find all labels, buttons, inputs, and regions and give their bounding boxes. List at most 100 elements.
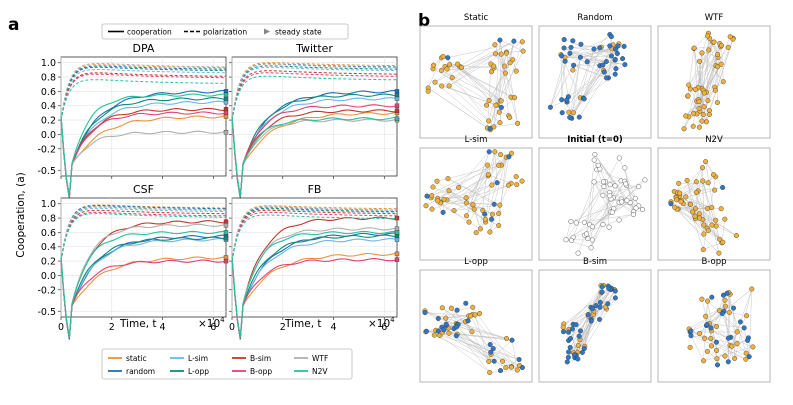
network-node bbox=[464, 195, 469, 200]
y-tick-label: 0.2 bbox=[41, 116, 56, 127]
steady-state-marker bbox=[395, 109, 399, 113]
network-node bbox=[447, 84, 452, 89]
y-tick-label: 0.6 bbox=[41, 87, 56, 98]
network-node bbox=[482, 212, 487, 217]
y-tick-label: 0.4 bbox=[41, 242, 56, 253]
network-node bbox=[598, 300, 603, 305]
network-node bbox=[719, 62, 724, 67]
network-node bbox=[490, 212, 495, 217]
network-node bbox=[561, 329, 566, 334]
network-node bbox=[586, 312, 591, 317]
network-node bbox=[697, 59, 702, 64]
network-node bbox=[514, 182, 519, 187]
network-node bbox=[515, 368, 520, 373]
network-node bbox=[493, 42, 498, 47]
network-node bbox=[707, 108, 712, 113]
network-node bbox=[613, 296, 618, 301]
network-node bbox=[717, 251, 722, 256]
x-tick-label: 4 bbox=[331, 322, 337, 333]
network-node bbox=[703, 159, 708, 164]
network-node bbox=[592, 47, 597, 52]
network-node bbox=[689, 329, 694, 334]
network-node bbox=[576, 343, 581, 348]
network-node bbox=[704, 120, 709, 125]
network-node bbox=[721, 293, 726, 298]
network-node bbox=[571, 39, 576, 44]
network-node bbox=[447, 188, 452, 193]
network-n2v: N2V bbox=[658, 135, 770, 260]
network-node bbox=[571, 63, 576, 68]
network-node bbox=[576, 251, 581, 256]
network-node bbox=[574, 322, 579, 327]
network-node bbox=[607, 286, 612, 291]
network-node bbox=[728, 34, 733, 39]
network-node bbox=[515, 121, 520, 126]
network-node bbox=[436, 329, 441, 334]
steady-state-marker bbox=[395, 258, 399, 262]
network-node bbox=[504, 51, 509, 56]
y-tick-label: 0.0 bbox=[41, 271, 56, 282]
network-node bbox=[445, 67, 450, 72]
network-node bbox=[705, 322, 710, 327]
network-node bbox=[496, 223, 501, 228]
network-node bbox=[596, 163, 601, 168]
network-node bbox=[454, 325, 459, 330]
network-node bbox=[493, 52, 498, 57]
x-exponent-left: ×104 bbox=[198, 316, 225, 330]
network-node bbox=[567, 110, 572, 115]
network-node bbox=[604, 59, 609, 64]
network-node bbox=[520, 365, 525, 370]
network-node bbox=[491, 64, 496, 69]
network-node bbox=[446, 55, 451, 60]
network-node bbox=[509, 365, 514, 370]
network-node bbox=[500, 359, 505, 364]
steady-state-marker bbox=[395, 230, 399, 234]
network-node bbox=[697, 106, 702, 111]
network-node bbox=[571, 68, 576, 73]
network-node bbox=[697, 125, 702, 130]
network-node bbox=[710, 295, 715, 300]
network-node bbox=[512, 95, 517, 100]
network-node bbox=[712, 40, 717, 45]
network-node bbox=[496, 211, 501, 216]
network-node bbox=[701, 247, 706, 252]
network-node bbox=[577, 334, 582, 339]
legend-label-b-sim: B-sim bbox=[250, 354, 271, 363]
network-node bbox=[613, 57, 618, 62]
network-node bbox=[702, 223, 707, 228]
network-node bbox=[474, 230, 479, 235]
network-node bbox=[715, 363, 720, 368]
network-node bbox=[442, 197, 447, 202]
steady-state-marker bbox=[224, 230, 228, 234]
network-node bbox=[702, 91, 707, 96]
network-node bbox=[566, 355, 571, 360]
network-node bbox=[514, 174, 519, 179]
network-node bbox=[490, 183, 495, 188]
network-node bbox=[486, 119, 491, 124]
network-node bbox=[700, 297, 705, 302]
network-node bbox=[454, 334, 459, 339]
network-node bbox=[425, 194, 430, 199]
network-node bbox=[487, 359, 492, 364]
network-node bbox=[566, 350, 571, 355]
network-node bbox=[713, 88, 718, 93]
network-title: Static bbox=[464, 13, 489, 23]
cooperation-plots: DPA-0.5-0.20.00.20.40.60.81.0TwitterCSF-… bbox=[37, 42, 399, 340]
network-node bbox=[620, 56, 625, 61]
steady-state-marker bbox=[224, 111, 228, 115]
network-title: L-opp bbox=[464, 257, 488, 267]
steady-state-marker bbox=[395, 216, 399, 220]
network-node bbox=[423, 310, 428, 315]
network-node bbox=[710, 223, 715, 228]
y-tick-label: 0.6 bbox=[41, 228, 56, 239]
network-node bbox=[751, 345, 756, 350]
network-node bbox=[613, 184, 618, 189]
steady-state-marker bbox=[224, 93, 228, 97]
network-node bbox=[706, 48, 711, 53]
network-node bbox=[504, 336, 509, 341]
y-tick-label: 0.8 bbox=[41, 214, 56, 225]
network-node bbox=[456, 185, 461, 190]
